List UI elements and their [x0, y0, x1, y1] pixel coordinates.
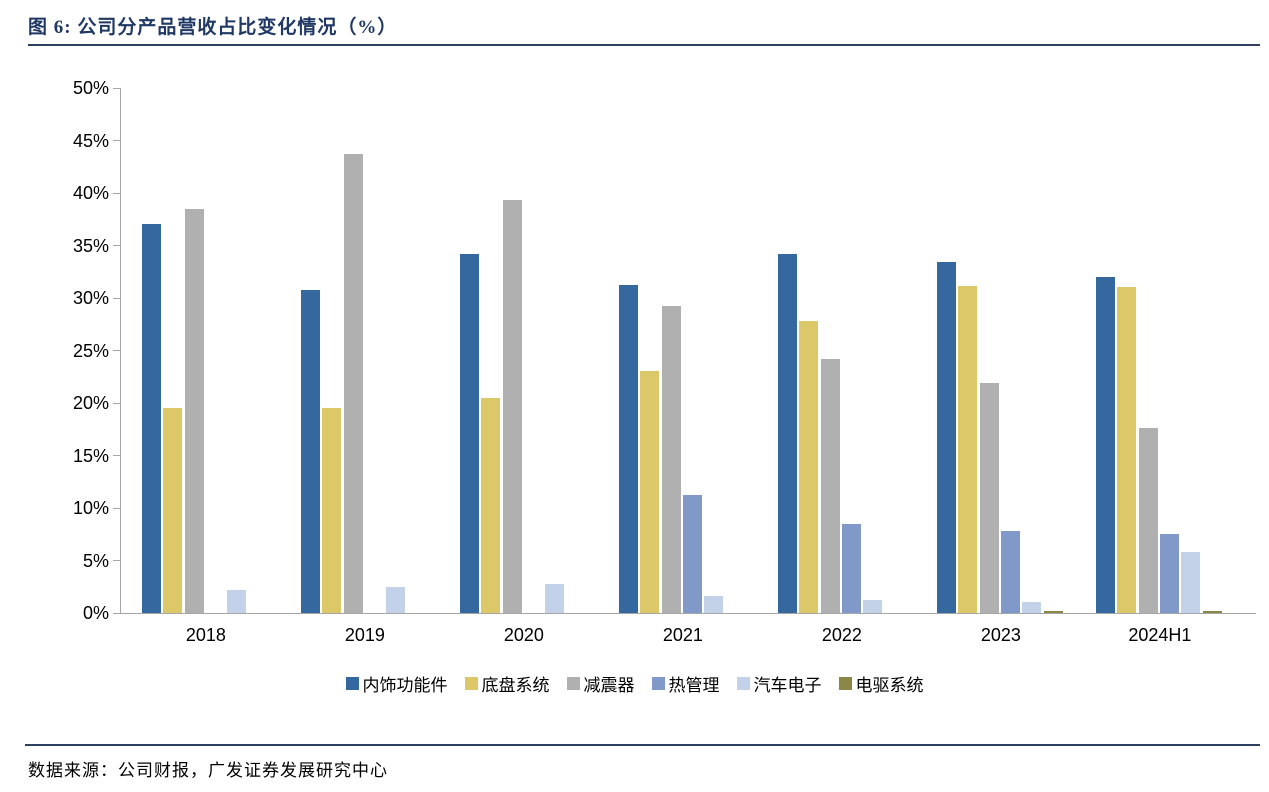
x-axis-label: 2021 [662, 625, 703, 645]
bar-2023-内饰功能件 [937, 262, 956, 613]
bar-2018-底盘系统 [163, 408, 182, 613]
legend-swatch [566, 677, 580, 690]
y-axis-tick [113, 297, 121, 299]
bar-2024H1-底盘系统 [1117, 287, 1136, 613]
bar-2023-底盘系统 [958, 286, 977, 613]
bar-2022-减震器 [821, 359, 840, 613]
bar-2022-内饰功能件 [778, 254, 797, 613]
y-axis-tick-label: 20% [72, 393, 109, 413]
bar-2018-内饰功能件 [142, 224, 161, 613]
bar-2023-热管理 [1001, 531, 1020, 613]
x-axis-label: 2019 [344, 625, 385, 645]
bar-2019-内饰功能件 [301, 290, 320, 613]
legend-item: 汽车电子 [736, 671, 822, 696]
y-axis-tick [113, 402, 121, 404]
x-axis-label: 2018 [185, 625, 226, 645]
bar-2023-汽车电子 [1022, 602, 1041, 613]
y-axis-tick-label: 5% [82, 550, 109, 571]
y-axis-tick [113, 507, 121, 509]
y-axis-tick-label: 25% [72, 340, 109, 361]
y-axis-tick-label: 30% [72, 288, 109, 308]
y-axis-tick [113, 192, 121, 194]
y-axis-tick-label: 15% [72, 445, 109, 466]
source-note: 数据来源：公司财报，广发证券发展研究中心 [28, 761, 388, 780]
legend-swatch [838, 677, 852, 690]
bar-2023-减震器 [980, 383, 999, 613]
y-axis-tick [113, 350, 121, 351]
legend-label: 热管理 [668, 676, 720, 695]
y-axis-tick [113, 140, 121, 141]
legend-swatch [345, 677, 359, 690]
bar-2022-底盘系统 [799, 321, 818, 613]
bar-2021-汽车电子 [704, 596, 723, 613]
chart-plot-area: 0% 5% 10% 15% 20% 25% 30% 35% 40% 45% 50% 2018 2019 2… [73, 78, 1256, 645]
legend-label: 汽车电子 [753, 676, 822, 695]
bar-2024H1-内饰功能件 [1096, 277, 1115, 613]
bar-2019-减震器 [344, 154, 363, 613]
y-axis-tick-label: 45% [72, 130, 109, 151]
y-axis-tick-label: 50% [72, 78, 109, 98]
legend-label: 电驱系统 [855, 676, 924, 695]
legend-item: 电驱系统 [838, 671, 924, 696]
x-axis-label: 2020 [503, 625, 544, 645]
y-axis-tick-label: 35% [72, 235, 109, 256]
bar-2024H1-减震器 [1139, 428, 1158, 613]
footer-divider [25, 744, 1260, 746]
y-axis-tick-label: 10% [72, 498, 109, 518]
bar-2024H1-热管理 [1160, 534, 1179, 613]
figure-title: 图 6: 公司分产品营收占比变化情况（%） [28, 17, 398, 38]
bar-2023-电驱系统 [1044, 611, 1063, 613]
bar-2018-汽车电子 [227, 590, 246, 613]
x-axis-label: 2024H1 [1128, 625, 1192, 645]
x-axis-label: 2022 [821, 625, 862, 645]
y-axis-tick [113, 87, 121, 89]
legend-swatch [651, 677, 665, 690]
legend-item: 底盘系统 [464, 671, 550, 696]
legend-swatch [736, 677, 750, 690]
bar-2021-减震器 [662, 306, 681, 613]
y-axis-tick [113, 612, 121, 614]
legend-label: 内饰功能件 [362, 676, 448, 695]
y-axis-tick [113, 245, 121, 246]
legend-item: 内饰功能件 [345, 671, 448, 696]
legend-item: 减震器 [566, 671, 635, 696]
bar-2020-减震器 [503, 200, 522, 613]
y-axis-tick [113, 560, 121, 561]
title-divider [28, 44, 1260, 46]
legend-label: 底盘系统 [481, 676, 550, 695]
bar-2020-汽车电子 [545, 584, 564, 613]
legend-swatch [464, 677, 478, 690]
bar-2018-减震器 [185, 209, 204, 613]
x-axis-label: 2023 [980, 625, 1021, 645]
bar-2022-热管理 [842, 524, 861, 613]
bar-2021-内饰功能件 [619, 285, 638, 613]
y-axis-tick-label: 40% [72, 183, 109, 203]
bar-2024H1-汽车电子 [1181, 552, 1200, 613]
bar-2020-内饰功能件 [460, 254, 479, 613]
bar-2019-汽车电子 [386, 587, 405, 613]
y-axis-tick [113, 455, 121, 456]
bar-2024H1-电驱系统 [1203, 611, 1222, 613]
legend-label: 减震器 [583, 676, 635, 695]
legend-item: 热管理 [651, 671, 720, 696]
y-axis-tick-label: 0% [82, 603, 109, 623]
bar-2021-底盘系统 [640, 371, 659, 613]
chart-legend: 内饰功能件 底盘系统 减震器 热管理 汽车电子 电驱系统 [0, 671, 1269, 696]
bar-2021-热管理 [683, 495, 702, 613]
bar-2022-汽车电子 [863, 600, 882, 613]
bar-2019-底盘系统 [322, 408, 341, 613]
bar-2020-底盘系统 [481, 398, 500, 613]
